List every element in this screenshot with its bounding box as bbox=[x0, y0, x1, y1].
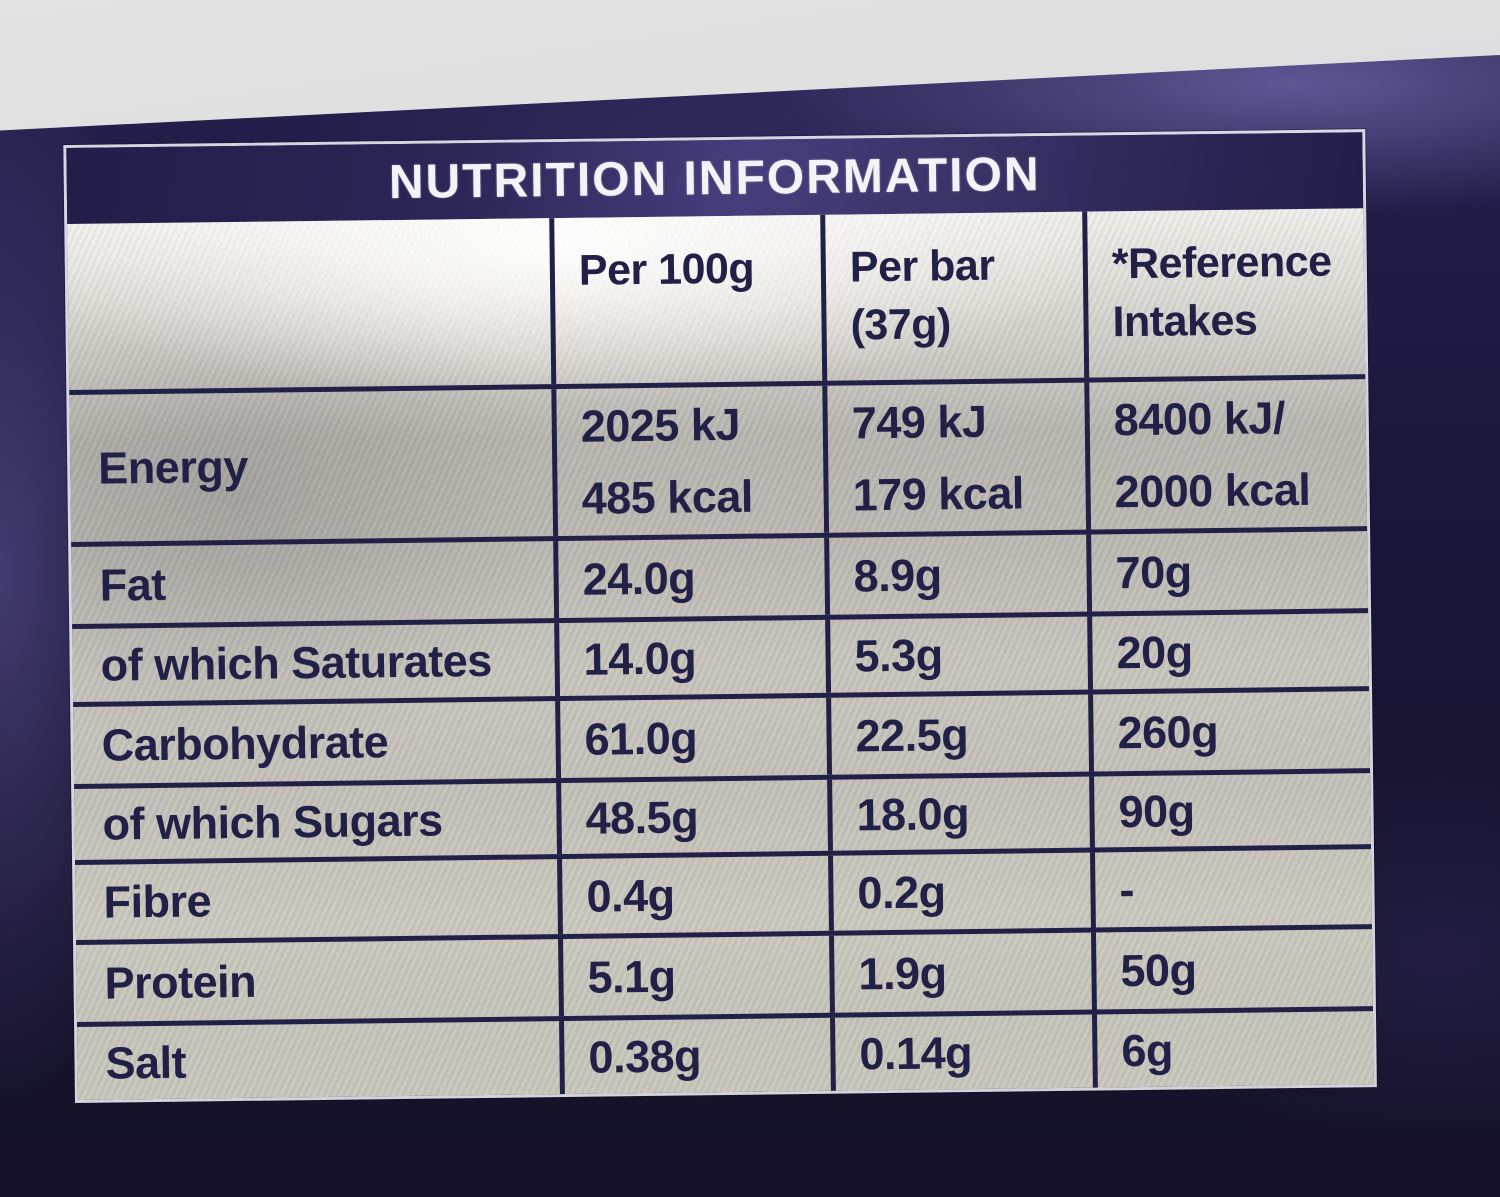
value-per-100g: 2025 kJ 485 kcal bbox=[551, 385, 825, 537]
row-label-text: Fibre bbox=[103, 874, 212, 928]
cell-line: 70g bbox=[1115, 545, 1192, 598]
table-row-carbohydrate: Carbohydrate 61.0g 22.5g 260g bbox=[73, 686, 1371, 784]
row-label-text: Energy bbox=[97, 440, 249, 494]
value-reference: 70g bbox=[1086, 531, 1369, 612]
header-text: *Reference bbox=[1111, 237, 1332, 289]
row-label-text: Salt bbox=[105, 1036, 187, 1089]
value-reference: - bbox=[1090, 849, 1372, 928]
cell-line: 14.0g bbox=[583, 631, 697, 685]
table-header-row: Per 100g Per bar (37g) *Reference Intake… bbox=[67, 208, 1366, 390]
table-row-fat: Fat 24.0g 8.9g 70g bbox=[71, 526, 1369, 624]
value-per-100g: 0.38g bbox=[559, 1017, 831, 1095]
value-per-bar: 22.5g bbox=[826, 694, 1090, 775]
cell-line: 0.2g bbox=[857, 865, 946, 918]
cell-line: 0.38g bbox=[588, 1029, 702, 1083]
cell-line: 24.0g bbox=[582, 551, 696, 605]
value-per-bar: 1.9g bbox=[829, 932, 1092, 1013]
table-row-energy: Energy 2025 kJ 485 kcal 749 kJ 179 kcal … bbox=[69, 374, 1368, 543]
row-label: Salt bbox=[77, 1021, 560, 1100]
cell-line: 8.9g bbox=[853, 548, 942, 601]
value-reference: 50g bbox=[1090, 929, 1373, 1010]
cell-line: 6g bbox=[1121, 1024, 1174, 1076]
header-per-100g: Per 100g bbox=[549, 214, 823, 385]
value-per-100g: 61.0g bbox=[555, 697, 828, 779]
cell-line: 22.5g bbox=[855, 708, 969, 761]
row-label-text: of which Sugars bbox=[102, 793, 443, 850]
cell-line: 179 kcal bbox=[852, 466, 1025, 520]
row-label: Carbohydrate bbox=[73, 701, 556, 784]
value-per-100g: 48.5g bbox=[556, 779, 828, 855]
row-label: of which Sugars bbox=[74, 783, 557, 860]
value-per-bar: 8.9g bbox=[824, 534, 1088, 615]
header-text: Intakes bbox=[1112, 296, 1258, 347]
cell-line: 0.14g bbox=[859, 1026, 973, 1079]
cell-line: 90g bbox=[1118, 784, 1195, 837]
cell-line: 749 kJ bbox=[851, 395, 987, 448]
cell-line: 61.0g bbox=[584, 711, 698, 765]
header-text: Per bar bbox=[849, 241, 995, 292]
row-label-text: Fat bbox=[99, 558, 166, 611]
row-label: Fat bbox=[71, 541, 554, 624]
value-reference: 6g bbox=[1091, 1011, 1374, 1088]
value-per-100g: 24.0g bbox=[553, 537, 826, 619]
cell-line: 8400 kJ/ bbox=[1113, 391, 1286, 445]
cell-line: 18.0g bbox=[856, 787, 970, 840]
value-per-bar: 5.3g bbox=[825, 616, 1089, 693]
cell-line: - bbox=[1119, 863, 1135, 915]
value-per-100g: 14.0g bbox=[554, 619, 827, 697]
row-label: Protein bbox=[76, 939, 559, 1022]
value-reference: 260g bbox=[1088, 691, 1371, 772]
cell-line: 260g bbox=[1117, 705, 1219, 758]
row-label-text: of which Saturates bbox=[100, 634, 493, 691]
row-label: Energy bbox=[69, 389, 553, 542]
header-empty-cell bbox=[67, 218, 551, 390]
cell-line: 0.4g bbox=[586, 869, 675, 922]
cell-line: 1.9g bbox=[858, 946, 947, 999]
cell-line: 2000 kcal bbox=[1114, 463, 1311, 517]
value-per-100g: 0.4g bbox=[557, 855, 829, 935]
value-per-bar: 0.14g bbox=[830, 1014, 1093, 1091]
value-reference: 20g bbox=[1087, 613, 1370, 690]
row-label-text: Carbohydrate bbox=[101, 715, 389, 771]
header-reference-intakes: *Reference Intakes bbox=[1082, 208, 1366, 378]
cell-line: 5.3g bbox=[854, 628, 943, 681]
row-label: Fibre bbox=[75, 859, 558, 940]
nutrition-table: Per 100g Per bar (37g) *Reference Intake… bbox=[67, 208, 1374, 1100]
row-label: of which Saturates bbox=[72, 623, 555, 702]
header-text: (37g) bbox=[850, 300, 952, 350]
nutrition-label: NUTRITION INFORMATION Per 100g Per bar (… bbox=[63, 129, 1377, 1103]
row-label-text: Protein bbox=[104, 955, 257, 1009]
value-reference: 8400 kJ/ 2000 kcal bbox=[1084, 379, 1368, 530]
table-row-salt: Salt 0.38g 0.14g 6g bbox=[77, 1006, 1374, 1100]
cell-line: 50g bbox=[1120, 943, 1197, 996]
cell-line: 48.5g bbox=[585, 790, 699, 844]
value-per-bar: 0.2g bbox=[828, 852, 1091, 931]
value-reference: 90g bbox=[1089, 773, 1371, 848]
table-row-protein: Protein 5.1g 1.9g 50g bbox=[76, 924, 1373, 1022]
header-per-bar: Per bar (37g) bbox=[820, 211, 1085, 381]
cell-line: 20g bbox=[1116, 625, 1193, 678]
nutrition-title: NUTRITION INFORMATION bbox=[388, 147, 1041, 209]
value-per-bar: 18.0g bbox=[827, 776, 1090, 851]
cell-line: 5.1g bbox=[587, 950, 676, 1003]
header-text: Per 100g bbox=[578, 244, 755, 295]
cell-line: 485 kcal bbox=[581, 470, 754, 524]
cell-line: 2025 kJ bbox=[580, 398, 741, 452]
value-per-bar: 749 kJ 179 kcal bbox=[822, 382, 1087, 533]
value-per-100g: 5.1g bbox=[558, 935, 830, 1017]
